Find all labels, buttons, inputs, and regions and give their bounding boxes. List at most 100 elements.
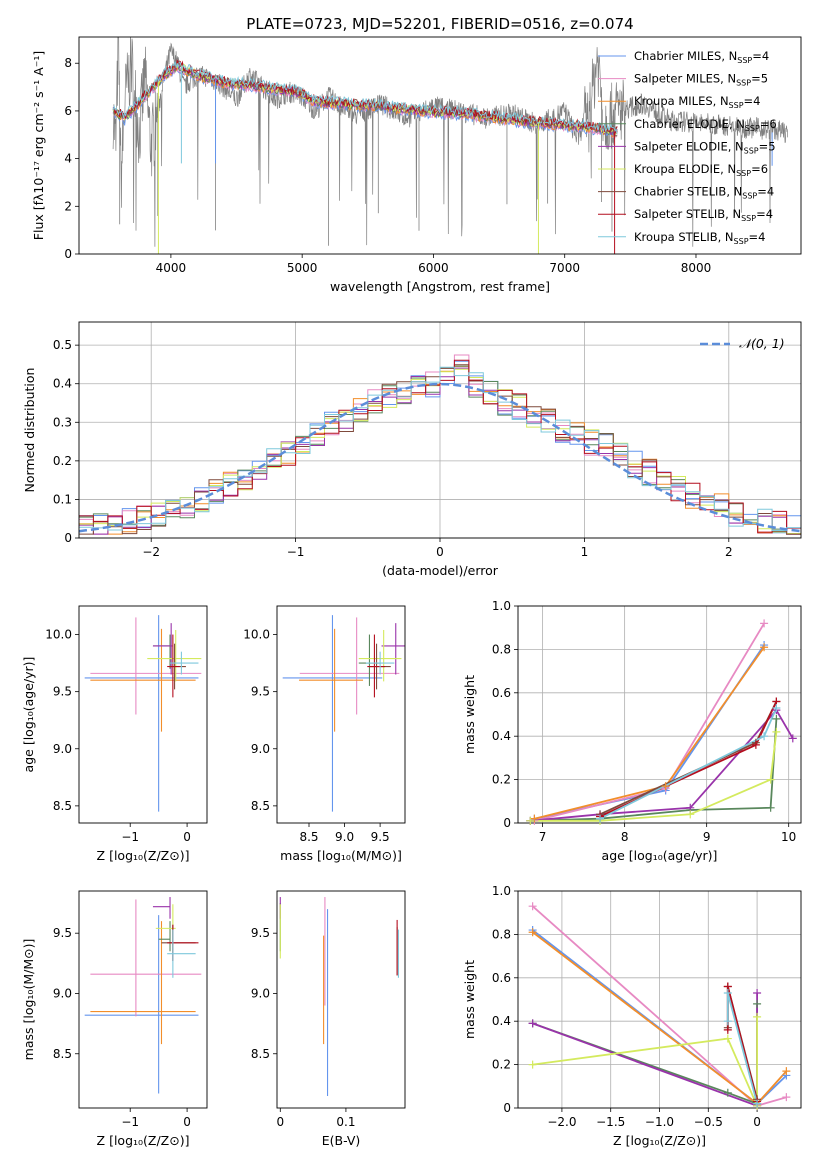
massweight_vs_age-marker-2 — [760, 643, 769, 652]
residuals-ytick-label: 0.4 — [53, 377, 72, 391]
massweight_vs_Z-ytick-label: 1.0 — [492, 884, 511, 898]
massweight_vs_age-line-5 — [530, 731, 778, 822]
massweight_vs_Z-xtick-label: −1.0 — [645, 1115, 674, 1129]
age_vs_Z-ytick-label: 9.0 — [53, 742, 72, 756]
figure-title: PLATE=0723, MJD=52201, FIBERID=0516, z=0… — [246, 15, 633, 33]
age_vs_Z-ytick-label: 10.0 — [45, 628, 72, 642]
age_vs_mass-xtick-label: 9.5 — [371, 830, 390, 844]
legend-subscript: SSP — [741, 214, 756, 223]
legend-value: =5 — [759, 139, 776, 153]
mass_vs_ebv-ytick-label: 9.5 — [251, 926, 270, 940]
mass_vs_ebv-xtick-label: 0.1 — [336, 1115, 355, 1129]
massweight_vs_age-ylabel: mass weight — [462, 675, 477, 754]
age_vs_Z-xtick-label: −1 — [121, 830, 139, 844]
age_vs_mass-ytick-label: 10.0 — [243, 628, 270, 642]
legend-value: =4 — [749, 230, 766, 244]
age_vs_mass-ytick-label: 9.0 — [251, 742, 270, 756]
residuals-xtick-label: 2 — [725, 545, 733, 559]
massweight_vs_Z-ytick-label: 0.2 — [492, 1058, 511, 1072]
mass_vs_Z-xlabel: Z [log₁₀(Z/Z⊙)] — [97, 1133, 190, 1148]
massweight_vs_age-xtick-label: 9 — [703, 830, 711, 844]
legend-subscript: SSP — [744, 146, 759, 155]
mass_vs_Z-ylabel: mass [log₁₀(M/M⊙)] — [21, 939, 36, 1061]
residuals-ylabel: Normed distribution — [22, 368, 37, 493]
massweight_vs_Z-marker-5 — [528, 1060, 537, 1069]
mass_vs_ebv-panel: 0 0.1 8.5 9.0 9.5 E(B-V) — [251, 890, 406, 1148]
legend-value: =5 — [751, 72, 768, 86]
legend-label-5: Kroupa ELODIE, NSSP=6 — [634, 162, 768, 178]
massweight_vs_Z-marker-8 — [723, 1017, 732, 1026]
spectrum-xlabel: wavelength [Angstrom, rest frame] — [330, 279, 550, 294]
spectrum-xtick-label: 8000 — [681, 261, 712, 275]
massweight_vs_age-ytick-label: 0 — [503, 816, 511, 830]
massweight_vs_Z-marker-7 — [723, 1025, 732, 1034]
spectrum-ytick-label: 4 — [64, 152, 72, 166]
age_vs_Z-frame — [78, 605, 208, 824]
massweight_vs_age-line-4 — [530, 708, 794, 822]
massweight_vs_Z-marker-4 — [753, 988, 762, 997]
legend-value: =4 — [757, 185, 774, 199]
mass_vs_ebv-frame — [276, 890, 406, 1109]
mass_vs_Z-panel: −1 0 8.5 9.0 9.5 Z [log₁₀(Z/Z⊙)] mass [log₁₀(M… — [21, 890, 208, 1148]
legend-normal-label: 𝒩(0, 1) — [739, 336, 785, 351]
massweight_vs_Z-xtick-label: −1.5 — [596, 1115, 625, 1129]
massweight_vs_Z-marker-8 — [753, 1099, 762, 1108]
mass_vs_ebv-xlabel: E(B-V) — [322, 1133, 361, 1148]
massweight_vs_age-panel: 7 8 9 10 0 0.2 0.4 0.6 0.8 1.0 age [log₁₀(age/yr)]… — [462, 599, 802, 863]
legend-subscript: SSP — [734, 237, 749, 246]
massweight_vs_age-ytick-label: 0.8 — [492, 642, 511, 656]
residuals-ytick-label: 0.1 — [53, 492, 72, 506]
spectrum-ytick-label: 8 — [64, 56, 72, 70]
legend-subscript: SSP — [737, 56, 752, 65]
mass_vs_Z-xtick-label: −1 — [121, 1115, 139, 1129]
massweight_vs_age-xtick-label: 7 — [539, 830, 547, 844]
massweight_vs_age-marker-2 — [661, 782, 670, 791]
residuals-ytick-label: 0.3 — [53, 415, 72, 429]
massweight_vs_Z-marker-1 — [782, 1093, 791, 1102]
legend-label-8: Kroupa STELIB, NSSP=4 — [634, 230, 765, 246]
massweight_vs_age-ytick-label: 0.6 — [492, 686, 511, 700]
massweight_vs_age-xtick-label: 10 — [781, 830, 796, 844]
massweight_vs_Z-xtick-label: 0 — [753, 1115, 761, 1129]
massweight_vs_Z-marker-2 — [528, 928, 537, 937]
residuals-xtick-label: 1 — [581, 545, 589, 559]
massweight_vs_age-marker-4 — [788, 734, 797, 743]
massweight_vs_age-frame — [517, 605, 802, 824]
normal-curve — [79, 382, 801, 533]
mass_vs_ebv-plot-area — [279, 897, 399, 1096]
massweight_vs_age-ytick-label: 0.4 — [492, 729, 511, 743]
legend-subscript: SSP — [736, 79, 751, 88]
massweight_vs_Z-line-5 — [532, 1016, 758, 1107]
age_vs_Z-plot-area — [84, 615, 202, 812]
spectrum-panel: 4000 5000 6000 7000 8000 0 2 4 6 8 wavelength [Ang… — [31, 36, 802, 294]
age_vs_Z-ytick-label: 9.5 — [53, 685, 72, 699]
massweight_vs_Z-marker-1 — [528, 902, 537, 911]
massweight_vs_age-xtick-label: 8 — [621, 830, 629, 844]
massweight_vs_age-marker-5 — [766, 775, 775, 784]
legend-label-7: Salpeter STELIB, NSSP=4 — [634, 207, 773, 223]
massweight_vs_age-marker-1 — [760, 619, 769, 628]
massweight_vs_age-marker-8 — [596, 814, 605, 823]
massweight_vs_age-marker-3 — [766, 803, 775, 812]
massweight_vs_age-plot-area — [530, 622, 794, 822]
spectrum-xtick-label: 5000 — [287, 261, 318, 275]
residuals-xtick-label: −1 — [287, 545, 305, 559]
model-line-2 — [112, 62, 618, 138]
model-line-8 — [112, 61, 618, 134]
legend-label-3: Chabrier ELODIE, NSSP=6 — [634, 117, 777, 133]
massweight_vs_Z-ytick-label: 0.8 — [492, 927, 511, 941]
residuals-panel: −2 −1 0 1 2 0 0.1 0.2 0.3 0.4 0.5 (data-model)/erro… — [22, 321, 802, 578]
legend-label-6: Chabrier STELIB, NSSP=4 — [634, 185, 774, 201]
massweight_vs_Z-marker-5 — [723, 1034, 732, 1043]
age_vs_Z-xtick-label: 0 — [183, 830, 191, 844]
mass_vs_Z-ytick-label: 9.0 — [53, 986, 72, 1000]
massweight_vs_Z-ytick-label: 0.6 — [492, 971, 511, 985]
massweight_vs_Z-marker-3 — [723, 1088, 732, 1097]
spectrum-legend: Chabrier MILES, NSSP=4 Salpeter MILES, NS… — [598, 49, 777, 246]
legend-value: =4 — [744, 94, 761, 108]
spectrum-plot-area — [112, 37, 789, 254]
legend-label-0: Chabrier MILES, NSSP=4 — [634, 49, 769, 65]
histogram-kroupa_stelib — [79, 366, 801, 538]
age_vs_Z-panel: −1 0 8.5 9.0 9.5 10.0 Z [log₁₀(Z/Z⊙)] age [log₁… — [21, 605, 208, 863]
mass_vs_Z-frame — [78, 890, 208, 1109]
